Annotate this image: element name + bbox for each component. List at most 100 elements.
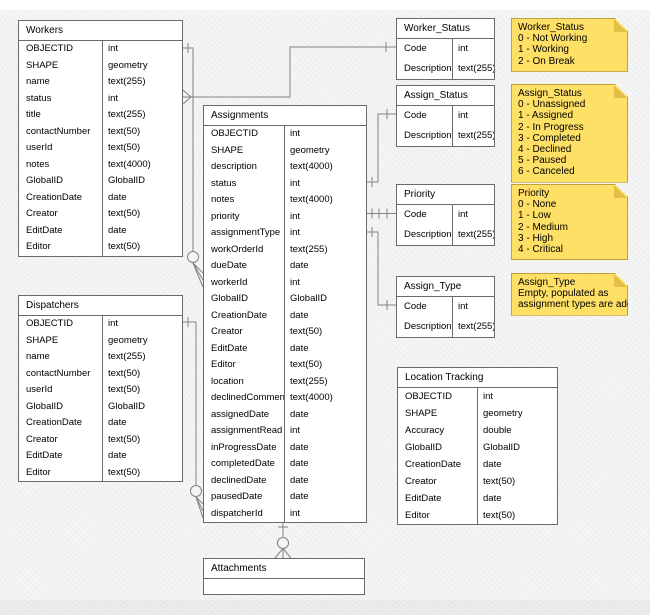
field-name: OBJECTID [398, 388, 478, 405]
note-fold-corner [614, 19, 627, 32]
note-line: 2 - On Break [518, 55, 575, 67]
field-row: dispatcherId int [204, 505, 366, 522]
field-type: text(255) [458, 130, 494, 141]
field-type: date [483, 459, 502, 470]
field-type: text(50) [483, 510, 516, 521]
field-type: text(255) [108, 351, 146, 362]
field-name: name [19, 74, 103, 91]
field-row: SHAPE geometry [19, 332, 182, 349]
field-name: OBJECTID [19, 316, 103, 333]
field-type: int [290, 507, 301, 519]
field-row: CreationDate date [398, 456, 557, 473]
field-type: text(255) [290, 243, 328, 255]
field-name: assignmentRead [204, 423, 285, 440]
field-row: GlobalID GlobalID [19, 398, 182, 415]
field-row: Creator text(50) [19, 431, 182, 448]
field-type: int [290, 227, 301, 238]
zero-marker [190, 485, 202, 497]
field-name: CreationDate [398, 456, 478, 473]
field-name: Accuracy [398, 422, 478, 439]
field-row: status int [204, 175, 366, 192]
field-row: name text(255) [19, 74, 182, 91]
field-row: CreationDate date [19, 189, 182, 206]
field-type: date [290, 309, 309, 321]
table-title: Worker_Status [397, 19, 494, 39]
field-type: text(50) [108, 367, 141, 379]
field-row: completedDate date [204, 456, 366, 473]
field-type: int [458, 301, 469, 312]
field-name: status [19, 90, 103, 107]
field-name: userId [19, 140, 103, 157]
field-name: EditDate [398, 490, 478, 507]
field-type: int [290, 128, 301, 139]
field-type: geometry [483, 408, 523, 419]
field-row: Code int [397, 106, 494, 126]
field-name: notes [204, 192, 285, 209]
field-row: OBJECTID int [398, 388, 557, 405]
field-name: description [204, 159, 285, 176]
note-line: 4 - Declined [518, 144, 572, 156]
field-row: Description text(255) [397, 126, 494, 146]
field-name: Editor [19, 464, 103, 481]
field-row: contactNumber text(50) [19, 365, 182, 382]
zero-marker [187, 251, 199, 263]
field-name: SHAPE [19, 57, 103, 74]
note-line: 6 - Canceled [518, 166, 575, 178]
field-name: EditDate [204, 340, 285, 357]
field-name: EditDate [19, 222, 103, 239]
table-assignments: Assignments OBJECTID int SHAPE geometry descr… [203, 105, 367, 523]
field-type: text(4000) [290, 392, 333, 403]
field-name: SHAPE [398, 405, 478, 422]
field-type: text(50) [108, 433, 141, 445]
field-row: Editor text(50) [398, 507, 557, 524]
field-name: Code [397, 297, 453, 317]
note-line: 4 - Critical [518, 244, 564, 256]
field-name: OBJECTID [19, 41, 103, 58]
field-row: Description text(255) [397, 59, 494, 79]
table-title: Dispatchers [19, 296, 182, 316]
field-row: workerId int [204, 274, 366, 291]
field-name: Description [397, 59, 453, 79]
field-type: int [290, 425, 301, 436]
field-type: text(50) [290, 326, 323, 337]
table-assign-type: Assign_Type Code int Description text(255) [396, 276, 495, 338]
table-workers: Workers OBJECTID int SHAPE geometry name text(… [18, 20, 183, 257]
page-top-margin [0, 0, 650, 10]
note-title: Assign_Status [518, 88, 582, 99]
note-title: Assign_Type [518, 277, 576, 288]
field-type: int [458, 43, 469, 54]
note-line: 3 - Completed [518, 132, 581, 144]
edge-assignments-type-to-assign-type [367, 227, 396, 310]
field-type: text(255) [458, 321, 494, 332]
table-attachments: Attachments [203, 558, 365, 595]
field-row: status int [19, 90, 182, 107]
field-type: date [290, 458, 309, 469]
field-name: SHAPE [204, 142, 285, 159]
field-name: Creator [398, 473, 478, 490]
field-row: Creator text(50) [398, 473, 557, 490]
field-row: assignmentType int [204, 225, 366, 242]
field-type: int [290, 276, 301, 288]
field-row: Accuracy double [398, 422, 557, 439]
field-row: Creator text(50) [204, 324, 366, 341]
field-type: geometry [108, 59, 148, 71]
field-name: Creator [204, 324, 285, 341]
field-type: date [108, 191, 127, 203]
field-row: GlobalID GlobalID [204, 291, 366, 308]
field-name: workerId [204, 274, 285, 291]
field-type: date [290, 491, 309, 502]
field-row: declinedComment text(4000) [204, 390, 366, 407]
note-priority: Priority 0 - None 1 - Low 2 - Medium 3 - Hig… [511, 184, 628, 260]
field-name: Code [397, 39, 453, 59]
field-type: text(4000) [290, 194, 333, 205]
field-name: Editor [19, 239, 103, 256]
field-type: date [290, 441, 309, 453]
field-type: text(50) [290, 359, 323, 370]
field-type: GlobalID [290, 293, 327, 304]
field-type: int [108, 318, 119, 329]
field-name: contactNumber [19, 365, 103, 382]
field-row: userId text(50) [19, 382, 182, 399]
field-row: notes text(4000) [204, 192, 366, 209]
note-line: Empty, populated as [518, 288, 609, 300]
table-title: Assign_Type [397, 277, 494, 297]
